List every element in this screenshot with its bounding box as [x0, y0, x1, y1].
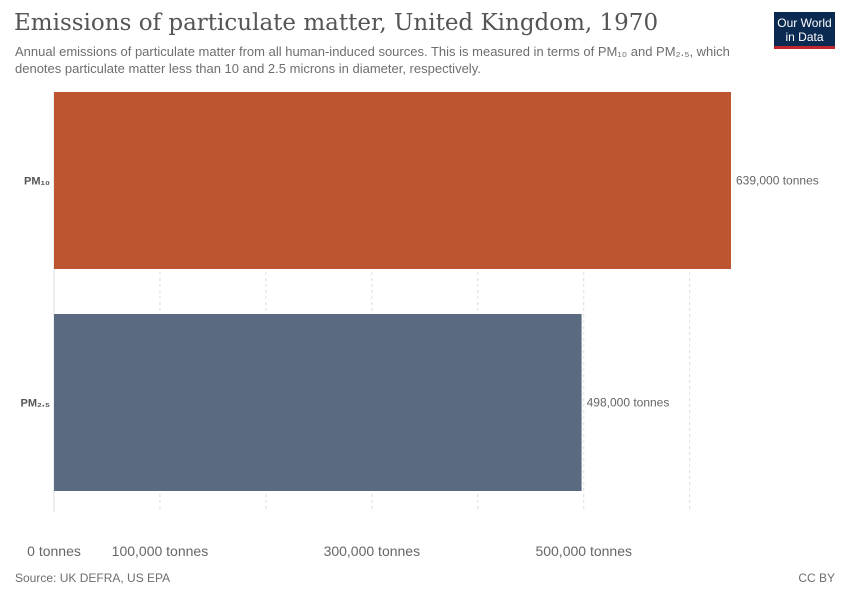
chart-title: Emissions of particulate matter, United …	[14, 10, 659, 36]
source-note[interactable]: Source: UK DEFRA, US EPA	[15, 571, 171, 585]
logo-line-2: in Data	[785, 30, 824, 44]
license-label[interactable]: CC BY	[798, 571, 835, 585]
x-tick-label-1: 100,000 tonnes	[112, 543, 209, 559]
value-label-1: 498,000 tonnes	[587, 396, 670, 410]
bar-1	[54, 314, 582, 491]
x-tick-label-3: 500,000 tonnes	[535, 543, 632, 559]
logo-line-1: Our World	[777, 16, 832, 30]
bar-0	[54, 92, 731, 269]
owid-logo[interactable]: Our World in Data	[774, 12, 835, 49]
category-label-0: PM₁₀	[24, 176, 50, 188]
value-label-0: 639,000 tonnes	[736, 174, 819, 188]
x-tick-label-2: 300,000 tonnes	[324, 543, 421, 559]
x-tick-label-0: 0 tonnes	[27, 543, 81, 559]
category-label-1: PM₂.₅	[21, 398, 51, 410]
chart-subtitle: Annual emissions of particulate matter f…	[15, 44, 730, 76]
